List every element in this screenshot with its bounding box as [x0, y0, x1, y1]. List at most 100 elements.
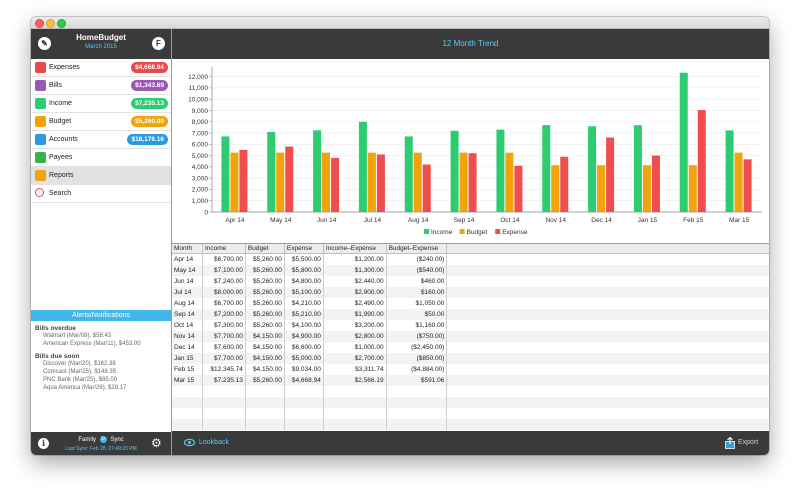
bar-income [725, 130, 734, 212]
bills-due-heading: Bills due soon [35, 353, 80, 360]
table-cell: $2,700.00 [323, 353, 387, 364]
y-tick-label: 11,000 [189, 85, 209, 92]
sidebar-item-label: Income [49, 100, 72, 107]
last-sync-label: Last Sync: Feb 28, 07:49:23 PM [65, 446, 137, 452]
table-row[interactable]: Sep 14 $7,200.00 $5,260.00 $5,210.00 $1,990.… [172, 309, 769, 320]
sidebar-item-expenses[interactable]: Expenses $4,668.94 [31, 59, 171, 77]
table-cell: $6,600.00 [284, 342, 324, 353]
y-tick-label: 4,000 [192, 164, 209, 171]
sync-icon: ↻ [99, 436, 107, 443]
table-cell: $5,260.00 [245, 320, 285, 331]
due-bill[interactable]: Discover (Mar/20), $162.38 [43, 361, 116, 367]
table-cell: $5,260.00 [245, 253, 285, 265]
table-row[interactable]: Apr 14 $6,700.00 $5,260.00 $5,500.00 $1,200.… [172, 253, 769, 266]
table-cell: $2,566.19 [323, 375, 387, 386]
bar-income [588, 126, 597, 212]
sync-status[interactable]: Family ↻ Sync [31, 436, 171, 443]
f-circle-icon[interactable]: F [152, 37, 165, 50]
bar-budget [276, 152, 285, 212]
y-tick-label: 7,000 [192, 130, 209, 137]
table-row[interactable]: Jul 14 $8,000.00 $5,260.00 $5,100.00 $2,900.… [172, 287, 769, 298]
table-cell-empty [447, 254, 769, 266]
zoom-window-button[interactable] [57, 19, 66, 28]
minimize-window-button[interactable] [46, 19, 55, 28]
trend-chart: 0 1,000 2,000 3,000 4,000 5,000 6,000 7,000 8,00… [172, 59, 769, 243]
table-cell: $160.00 [386, 287, 448, 298]
empty-row [172, 397, 769, 408]
table-row[interactable]: Jun 14 $7,240.00 $5,260.00 $4,800.00 $2,440.… [172, 276, 769, 287]
main-panel: 12 Month Trend 0 1,000 2,000 3,000 4,000 5,00… [172, 29, 769, 455]
table-row[interactable]: Nov 14 $7,700.00 $4,150.00 $4,900.00 $2,800.… [172, 331, 769, 342]
table-cell: ($540.00) [386, 265, 448, 276]
export-button[interactable]: Export [738, 439, 759, 446]
export-icon[interactable] [725, 437, 735, 449]
sidebar-item-search[interactable]: Search [31, 185, 171, 203]
table-row[interactable]: May 14 $7,100.00 $5,260.00 $5,800.00 $1,300.… [172, 265, 769, 276]
table-cell: $1,990.00 [323, 309, 387, 320]
period-label[interactable]: March 2015 [85, 44, 117, 50]
column-header[interactable]: Expense [284, 244, 324, 254]
sidebar-item-accounts[interactable]: Accounts $18,176.16 [31, 131, 171, 149]
sidebar-item-budget[interactable]: Budget $5,260.00 [31, 113, 171, 131]
bar-expense [514, 165, 523, 212]
sidebar-item-label: Reports [49, 172, 74, 179]
table-cell: $3,200.00 [323, 320, 387, 331]
bar-budget [642, 165, 651, 212]
gear-icon[interactable]: ⚙ [151, 436, 162, 450]
bar-budget [551, 165, 560, 212]
close-window-button[interactable] [35, 19, 44, 28]
table-row[interactable]: Jan 15 $7,700.00 $4,150.00 $5,000.00 $2,700.… [172, 353, 769, 364]
y-tick-label: 10,000 [188, 97, 208, 104]
info-icon[interactable]: i [38, 438, 49, 449]
table-row[interactable]: Dec 14 $7,600.00 $4,150.00 $6,600.00 $1,000.… [172, 342, 769, 353]
column-header[interactable]: Budget [245, 244, 285, 254]
table-cell-empty [446, 375, 769, 386]
due-bill[interactable]: PNC Bank (Mar/25), $85.00 [43, 377, 118, 383]
table-cell: $5,800.00 [284, 265, 324, 276]
table-cell: Mar 15 [172, 375, 203, 386]
table-cell: $1,000.00 [323, 342, 387, 353]
y-tick-label: 1,000 [192, 198, 209, 205]
table-row[interactable]: Mar 15 $7,235.13 $5,260.00 $4,668.94 $2,566.… [172, 375, 769, 386]
table-cell: May 14 [172, 265, 203, 276]
wrench-icon[interactable]: ✎ [38, 37, 51, 50]
eye-icon[interactable] [184, 438, 195, 447]
sidebar-item-income[interactable]: Income $7,235.13 [31, 95, 171, 113]
table-cell: $5,260.00 [245, 375, 285, 386]
money-bag-icon [35, 98, 46, 109]
column-header[interactable]: Income [202, 244, 246, 254]
table-cell: $1,300.00 [323, 265, 387, 276]
table-row[interactable]: Oct 14 $7,300.00 $5,260.00 $4,100.00 $3,200.… [172, 320, 769, 331]
column-header[interactable]: Month [172, 244, 203, 254]
due-bill[interactable]: Aqua America (Mar/26), $28.17 [43, 385, 127, 391]
sidebar-item-reports[interactable]: Reports [31, 167, 171, 185]
bar-expense [468, 153, 477, 212]
due-bill[interactable]: Comcast (Mar/25), $148.35 [43, 369, 117, 375]
sidebar-item-bills[interactable]: Bills $1,343.69 [31, 77, 171, 95]
x-tick-label: Mar 15 [729, 217, 750, 224]
overdue-bill[interactable]: American Express (Mar/11), $453.00 [43, 341, 141, 347]
table-cell: ($2,450.00) [386, 342, 448, 353]
table-cell-empty [446, 353, 769, 364]
table-cell: $7,100.00 [202, 265, 246, 276]
bar-expense [422, 164, 431, 212]
overdue-bill[interactable]: Walmart (Mar/08), $58.43 [43, 333, 112, 339]
table-row[interactable]: Aug 14 $6,700.00 $5,260.00 $4,210.00 $2,490.… [172, 298, 769, 309]
title-bar [31, 17, 769, 29]
bar-income [633, 125, 642, 212]
sidebar-item-payees[interactable]: Payees [31, 149, 171, 167]
lookback-button[interactable]: Lookback [199, 439, 229, 446]
table-cell: $5,000.00 [284, 353, 324, 364]
x-tick-label: Sep 14 [454, 217, 475, 224]
table-row[interactable]: Feb 15 $12,345.74 $4,150.00 $9,034.00 $3,311… [172, 364, 769, 375]
bar-expense [743, 159, 752, 212]
app-window: ✎ HomeBudget March 2015 F Expenses $4,668… [31, 17, 769, 455]
table-cell: $5,260.00 [245, 287, 285, 298]
sidebar-item-label: Accounts [49, 136, 78, 143]
table-cell-empty [446, 287, 769, 298]
table-cell: $5,500.00 [284, 253, 324, 265]
column-header[interactable]: Budget–Expense [386, 244, 448, 254]
table-cell: $4,150.00 [245, 331, 285, 342]
column-header[interactable]: Income–Expense [323, 244, 387, 254]
sidebar: ✎ HomeBudget March 2015 F Expenses $4,668… [31, 29, 172, 455]
